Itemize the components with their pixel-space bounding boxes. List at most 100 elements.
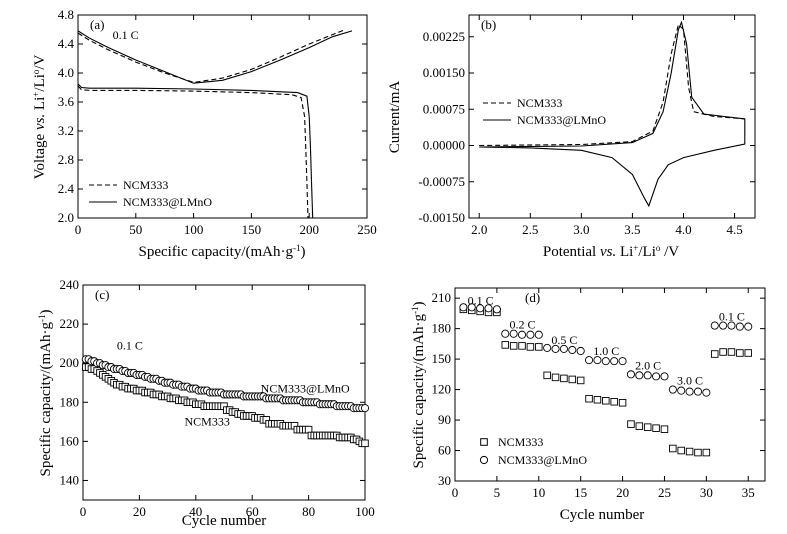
plot-frame (77, 14, 368, 219)
panel-a: 0 50 100 150 200 250 2.0 2.4 2.8 3.2 3.6 4.0 4.4 4.8 (… (58, 7, 377, 237)
x-tick-label: 4.5 (726, 222, 742, 237)
y-axis-title: Voltage vs. Li+/Lio/V (31, 54, 48, 179)
plot-frame (468, 14, 756, 219)
square-marker (669, 444, 677, 453)
circle-marker (501, 329, 510, 338)
circle-marker (526, 330, 535, 339)
plot-frame (454, 287, 766, 482)
x-tick-label: 3.0 (573, 222, 589, 237)
x-tick-label: 80 (302, 504, 315, 519)
y-tick-label: -0.00075 (418, 174, 465, 189)
y-tick-label: 180 (432, 321, 452, 336)
circle-marker (660, 372, 669, 381)
y-axis-title: Specific capacity/(mAh·g-1) (410, 301, 427, 468)
plot-frame (82, 284, 366, 501)
circle-marker (744, 322, 753, 331)
square-marker (719, 348, 727, 356)
rate-label: 0.2 C (509, 318, 535, 332)
y-tick-label: 0.00075 (423, 101, 465, 116)
y-tick-label: 2.4 (58, 181, 75, 196)
square-marker (643, 423, 652, 431)
y-tick-label: 180 (60, 394, 80, 409)
y-tick-label: -0.00150 (418, 210, 465, 225)
square-marker (744, 349, 752, 357)
annotation: NCM333@LMnO (261, 382, 350, 396)
square-marker (694, 448, 702, 457)
rate-label: 0.5 C (551, 333, 577, 347)
square-marker (677, 446, 685, 455)
y-tick-label: 4.4 (58, 36, 75, 51)
square-marker (702, 448, 711, 457)
rate-label: 0.1 C (468, 293, 494, 307)
circle-marker (643, 371, 652, 380)
legend-label: NCM333@LMnO (517, 113, 606, 127)
x-axis-title: Cycle number (560, 507, 645, 523)
y-tick-label: 210 (432, 290, 452, 305)
annotation: 0.1 C (117, 339, 143, 353)
panel-c: 0 20 40 60 80 100 140 160 180 200 220 240 (c) 0.1 C NC… (60, 277, 375, 519)
square-marker (535, 343, 543, 351)
circle-marker (677, 386, 686, 395)
x-tick-label: 2.0 (471, 222, 487, 237)
x-tick-label: 15 (574, 485, 587, 500)
circle-marker (710, 321, 719, 330)
y-tick-label: 4.0 (58, 65, 74, 80)
y-tick-label: 200 (60, 355, 80, 370)
y-tick-label: 0.00225 (423, 29, 465, 44)
annotation: 0.1 C (113, 28, 139, 42)
square-marker (518, 342, 526, 350)
circle-marker (467, 303, 476, 312)
y-tick-label: 30 (438, 473, 451, 488)
legend-label: NCM333 (498, 435, 543, 449)
square-marker (501, 341, 510, 349)
x-tick-label: 3.5 (624, 222, 640, 237)
y-axis-title: Current/mA (387, 81, 403, 154)
x-axis-title: Potential vs. Li+/Lio /V (543, 243, 679, 260)
y-tick-label: 120 (432, 382, 452, 397)
circle-marker (610, 357, 619, 366)
legend-circle-marker (479, 455, 489, 465)
circle-marker (492, 305, 501, 314)
circle-marker (360, 404, 370, 413)
panel-label: (d) (525, 290, 540, 305)
y-tick-label: 2.8 (58, 152, 74, 167)
y-tick-label: 240 (60, 277, 80, 292)
circle-marker (618, 357, 627, 366)
x-tick-label: 0 (452, 485, 459, 500)
y-tick-label: 0.00150 (423, 65, 465, 80)
x-tick-label: 0 (75, 222, 82, 237)
circle-marker (626, 370, 635, 379)
circle-marker (559, 344, 568, 353)
circle-marker (702, 388, 711, 397)
x-tick-label: 20 (133, 504, 146, 519)
square-marker (560, 374, 568, 383)
legend-square-marker (480, 438, 488, 446)
circle-marker (585, 356, 594, 365)
x-tick-label: 10 (532, 485, 545, 500)
x-tick-label: 5 (494, 485, 501, 500)
circle-marker (593, 356, 602, 365)
series-line-ncm333-lmno (77, 30, 353, 84)
x-tick-label: 150 (242, 222, 262, 237)
square-marker (727, 348, 736, 356)
circle-marker (601, 357, 610, 366)
square-marker (635, 422, 644, 430)
circle-marker (727, 321, 736, 330)
y-tick-label: 140 (60, 472, 80, 487)
x-tick-label: 60 (246, 504, 259, 519)
y-tick-label: 90 (438, 412, 451, 427)
panel-label: (c) (95, 287, 109, 302)
x-tick-label: 100 (355, 504, 375, 519)
square-marker (593, 395, 602, 404)
square-marker (585, 394, 593, 403)
x-tick-label: 0 (80, 504, 87, 519)
series-line-ncm333 (77, 85, 309, 219)
circle-marker (693, 387, 703, 396)
x-tick-label: 20 (616, 485, 629, 500)
square-marker (526, 343, 535, 351)
legend-label: NCM333@LMnO (123, 195, 212, 209)
square-marker (652, 424, 660, 432)
x-tick-label: 30 (700, 485, 713, 500)
x-tick-label: 40 (189, 504, 202, 519)
